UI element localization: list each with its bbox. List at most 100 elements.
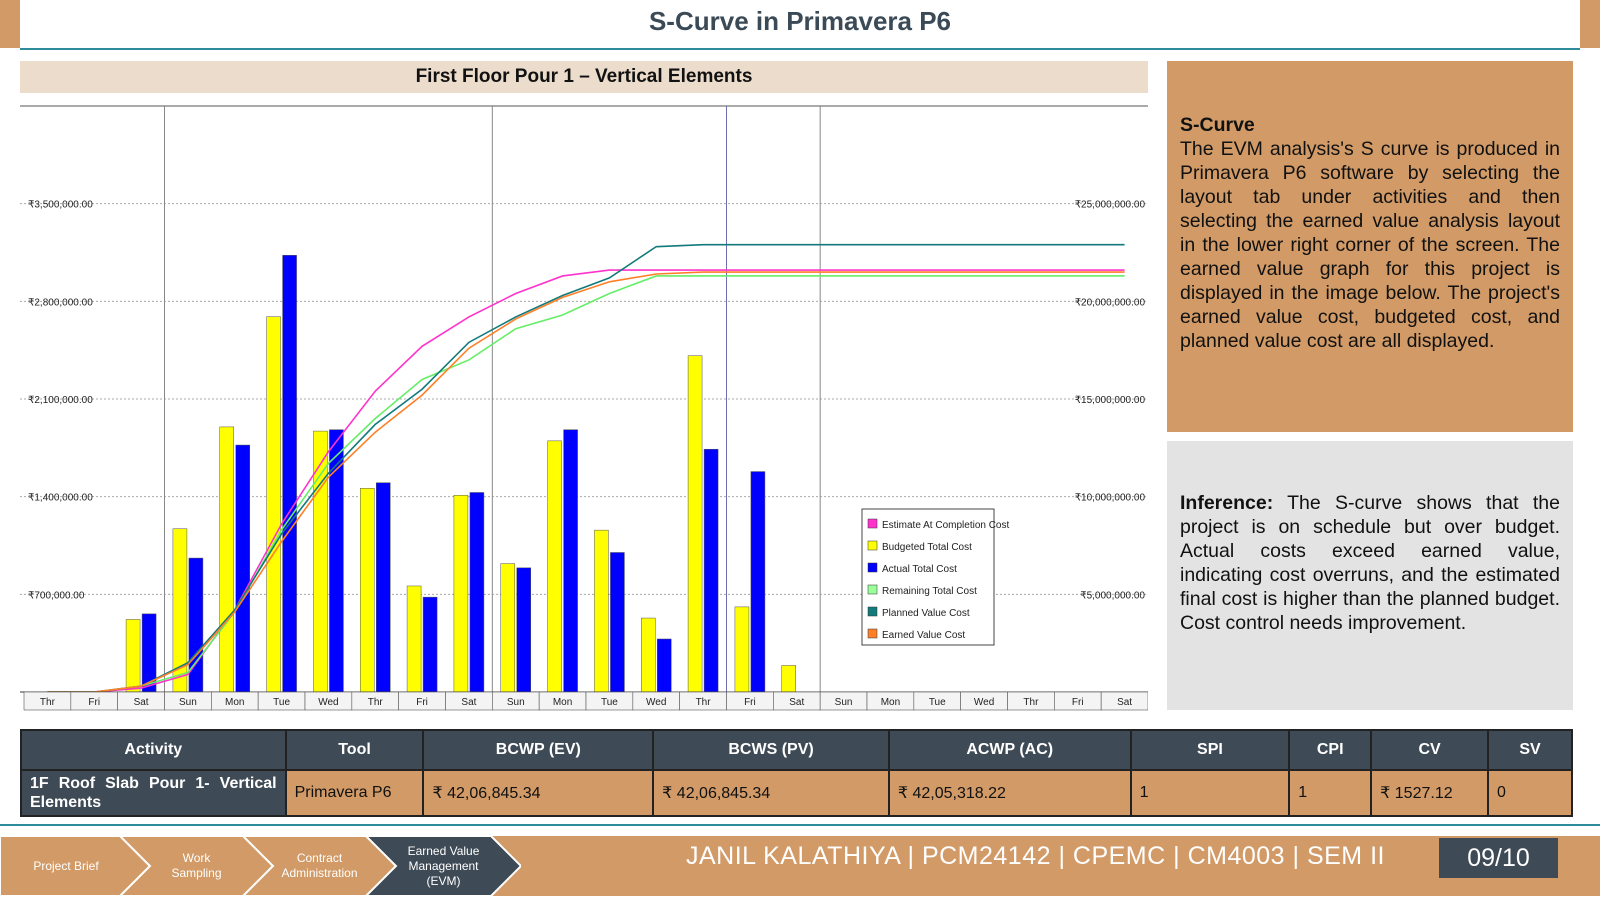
- table-cell-acwp: ₹ 42,05,318.22: [887, 769, 1132, 817]
- table-header: BCWP (EV): [422, 729, 655, 771]
- table-cell-bcws: ₹ 42,06,845.34: [652, 769, 890, 817]
- bar-budgeted-total-cost: [687, 355, 703, 693]
- x-tick-label: Wed: [974, 697, 994, 708]
- bar-budgeted-total-cost: [500, 563, 515, 693]
- legend-label: Estimate At Completion Cost: [882, 520, 1009, 531]
- table-header: ACWP (AC): [887, 729, 1132, 771]
- bar-actual-total-cost: [188, 557, 204, 693]
- bar-budgeted-total-cost: [781, 665, 796, 693]
- x-tick-label: Mon: [881, 697, 900, 708]
- corner-accent-right: [1580, 0, 1600, 48]
- bar-actual-total-cost: [235, 444, 250, 693]
- table-header-row: Activity Tool BCWP (EV) BCWS (PV) ACWP (…: [20, 729, 1573, 771]
- x-tick-label: Sat: [461, 697, 476, 708]
- bar-actual-total-cost: [657, 638, 672, 693]
- s-curve-chart: ₹700,000.00 ₹1,400,000.00 ₹2,100,000.00 ₹2,…: [20, 105, 1148, 711]
- table-cell-activity: 1F Roof Slab Pour 1- Vertical Elements: [20, 769, 287, 817]
- x-tick-label: Mon: [553, 697, 572, 708]
- bar-actual-total-cost: [469, 492, 485, 693]
- chart-title: First Floor Pour 1 – Vertical Elements: [20, 61, 1148, 93]
- left-axis-tick-label: ₹2,800,000.00: [28, 297, 93, 308]
- bar-budgeted-total-cost: [125, 619, 141, 693]
- bar-budgeted-total-cost: [547, 440, 562, 693]
- right-axis-tick-label: ₹5,000,000.00: [1080, 590, 1145, 601]
- left-axis-tick-label: ₹1,400,000.00: [28, 493, 93, 504]
- table-header: CPI: [1288, 729, 1373, 771]
- legend-box: [861, 508, 995, 646]
- bar-actual-total-cost: [703, 448, 719, 693]
- table-row: 1F Roof Slab Pour 1- Vertical Elements P…: [20, 769, 1573, 817]
- x-tick-label: Sat: [789, 697, 804, 708]
- x-tick-label: Mon: [225, 697, 244, 708]
- bar-budgeted-total-cost: [266, 316, 281, 693]
- bar-actual-total-cost: [376, 482, 391, 693]
- breadcrumb-evm[interactable]: Earned Value Management (EVM): [366, 836, 521, 896]
- corner-accent-left: [0, 0, 20, 48]
- line-remaining-total-cost: [47, 275, 1125, 693]
- inference-body: The S-curve shows that the project is on…: [1180, 492, 1560, 634]
- table-cell-spi: 1: [1129, 769, 1291, 817]
- x-tick-label: Fri: [416, 697, 428, 708]
- bar-actual-total-cost: [750, 471, 766, 693]
- x-tick-label: Fri: [88, 697, 100, 708]
- x-tick-label: Sun: [507, 697, 525, 708]
- title-divider: [20, 48, 1580, 50]
- x-tick-label: Thr: [1023, 697, 1039, 708]
- x-tick-label: Thr: [368, 697, 384, 708]
- bar-budgeted-total-cost: [641, 617, 656, 693]
- left-axis-tick-label: ₹2,100,000.00: [28, 395, 93, 406]
- legend-swatch: [867, 562, 878, 573]
- scurve-heading: S-Curve: [1180, 114, 1255, 136]
- x-tick-label: Wed: [646, 697, 666, 708]
- footer-divider: [0, 824, 1600, 826]
- footer-bar: Project Brief Work Sampling Contract Adm…: [0, 836, 1600, 896]
- legend-swatch: [867, 628, 878, 639]
- legend-swatch: [867, 518, 878, 529]
- x-tick-label: Sun: [835, 697, 853, 708]
- x-tick-label: Sat: [1117, 697, 1132, 708]
- left-axis-tick-label: ₹3,500,000.00: [28, 200, 93, 211]
- bar-budgeted-total-cost: [734, 606, 750, 693]
- table-cell-bcwp: ₹ 42,06,845.34: [422, 769, 655, 817]
- chevron-shape: [120, 836, 273, 896]
- right-axis-tick-label: ₹25,000,000.00: [1075, 200, 1146, 211]
- x-tick-label: Fri: [1072, 697, 1084, 708]
- chevron-shape: [366, 836, 521, 896]
- legend-label: Budgeted Total Cost: [882, 542, 972, 553]
- inference-label: Inference:: [1180, 492, 1274, 514]
- inference-panel: Inference: The S-curve shows that the pr…: [1167, 441, 1573, 710]
- x-tick-label: Tue: [273, 697, 290, 708]
- table-header: SV: [1487, 729, 1573, 771]
- x-tick-label: Tue: [929, 697, 946, 708]
- table-cell-cpi: 1: [1288, 769, 1373, 817]
- right-axis-tick-label: ₹10,000,000.00: [1075, 493, 1146, 504]
- x-tick-label: Thr: [696, 697, 712, 708]
- bar-actual-total-cost: [563, 429, 578, 693]
- legend-swatch: [867, 606, 878, 617]
- x-tick-label: Fri: [744, 697, 756, 708]
- legend-label: Remaining Total Cost: [882, 586, 977, 597]
- breadcrumb-contract-administration[interactable]: Contract Administration: [243, 836, 396, 896]
- table-header: Activity: [20, 729, 287, 771]
- bar-actual-total-cost: [282, 255, 297, 693]
- legend-swatch: [867, 584, 878, 595]
- page-title: S-Curve in Primavera P6: [648, 6, 952, 36]
- x-tick-label: Sun: [179, 697, 197, 708]
- legend-label: Earned Value Cost: [882, 630, 965, 641]
- right-axis-tick-label: ₹15,000,000.00: [1075, 395, 1146, 406]
- author-line: JANIL KALATHIYA | PCM24142 | CPEMC | CM4…: [686, 842, 1385, 870]
- bar-budgeted-total-cost: [453, 495, 469, 693]
- bar-actual-total-cost: [422, 596, 438, 693]
- bar-budgeted-total-cost: [594, 529, 609, 693]
- x-tick-label: Tue: [601, 697, 618, 708]
- x-tick-label: Wed: [318, 697, 338, 708]
- scurve-description-panel: S-Curve The EVM analysis's S curve is pr…: [1167, 61, 1573, 432]
- x-tick-label: Thr: [40, 697, 56, 708]
- chevron-shape: [243, 836, 396, 896]
- scurve-body: The EVM analysis's S curve is produced i…: [1180, 138, 1560, 352]
- table-cell-tool: Primavera P6: [284, 769, 425, 817]
- breadcrumb-label: Project Brief: [33, 858, 99, 873]
- bar-actual-total-cost: [610, 552, 625, 693]
- evm-table: Activity Tool BCWP (EV) BCWS (PV) ACWP (…: [20, 729, 1573, 817]
- breadcrumb-work-sampling[interactable]: Work Sampling: [120, 836, 273, 896]
